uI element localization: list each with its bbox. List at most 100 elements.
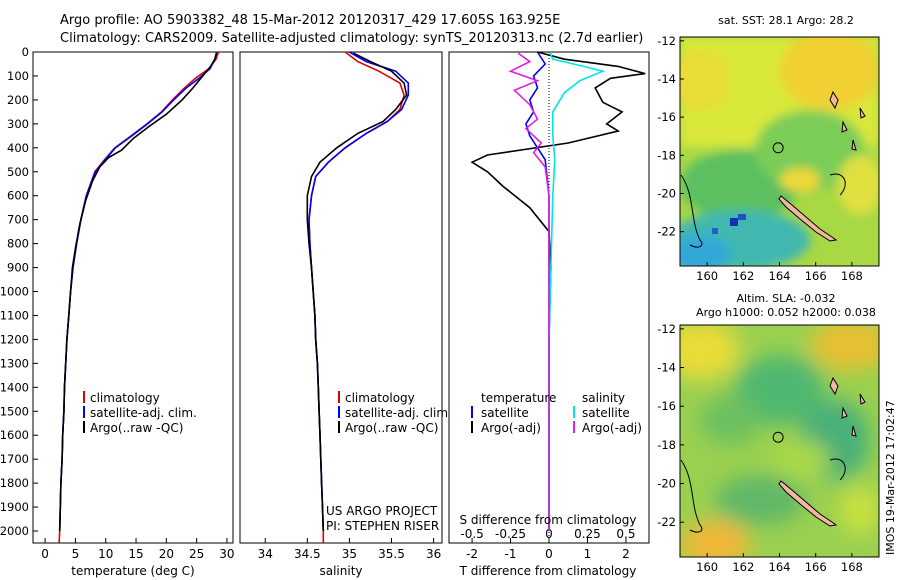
lon-tick-label: 164 — [769, 269, 791, 283]
x-tick-label: -1 — [505, 547, 517, 561]
salinity-panel: 34 34.5 35 35.5 36 climatology satellite-adj… — [239, 51, 452, 578]
legend-label-argo: Argo(..raw -QC) — [345, 421, 438, 435]
sla-map-title: Altim. SLA: -0.032 — [736, 292, 835, 305]
sst-map-panel: sat. SST: 28.1 Argo: 28.2 — [657, 14, 880, 283]
lon-tick-label: 168 — [841, 560, 863, 574]
salinity-axes-frame — [239, 51, 443, 544]
legend-label-satellite: satellite-adj. clim. — [90, 406, 197, 420]
s-tick-label: 0.5 — [616, 527, 635, 541]
x-tick-label: 35.5 — [378, 547, 405, 561]
lat-tick-label: -12 — [657, 34, 676, 48]
lon-tick-label: 168 — [841, 269, 863, 283]
salinity-legend: climatology satellite-adj. clim. Argo(..… — [338, 391, 452, 435]
lon-tick-label: 166 — [805, 560, 827, 574]
temperature-panel: 0100200300400500600700800900100011001200… — [0, 45, 235, 578]
legend-label-climatology: climatology — [345, 391, 415, 405]
sla-map-field — [680, 325, 879, 557]
x-tick-label: 10 — [98, 547, 113, 561]
y-tick-label: 0 — [22, 45, 29, 59]
y-tick-label: 900 — [7, 261, 29, 275]
y-tick-label: 1600 — [0, 428, 29, 442]
y-tick-label: 1400 — [0, 380, 29, 394]
temperature-series — [58, 51, 220, 544]
y-tick-label: 700 — [7, 213, 29, 227]
lat-tick-label: -14 — [657, 72, 676, 86]
temperature-x-axis: 0 5 10 15 20 25 30 — [41, 538, 235, 561]
y-tick-label: 1000 — [0, 285, 29, 299]
t-difference-x-axis: -2 -1 0 1 2 — [466, 538, 630, 561]
lat-tick-label: -20 — [657, 477, 676, 491]
y-tick-label: 200 — [7, 93, 29, 107]
sst-map-field — [680, 37, 879, 266]
legend-header-temperature: temperature — [481, 391, 556, 405]
lon-tick-label: 160 — [696, 560, 718, 574]
temperature-x-label: temperature (deg C) — [71, 564, 194, 578]
lon-tick-label: 162 — [732, 269, 754, 283]
x-tick-label: 2 — [622, 547, 630, 561]
y-tick-label: 600 — [7, 189, 29, 203]
series-line-temperature-argo-adj- — [470, 51, 646, 531]
sla-argo-position-marker — [772, 431, 784, 443]
y-tick-label: 500 — [7, 165, 29, 179]
lat-tick-label: -14 — [657, 361, 676, 375]
lat-tick-label: -22 — [657, 515, 676, 529]
x-tick-label: 34 — [258, 547, 273, 561]
y-tick-label: 2000 — [0, 524, 29, 538]
lat-tick-label: -22 — [657, 225, 676, 239]
x-tick-label: 20 — [159, 547, 174, 561]
t-difference-label: T difference from climatology — [459, 564, 637, 578]
sst-argo-position-marker — [772, 142, 784, 154]
depth-axis: 0 100 200 300 400 500 600 700 800 900 1000 1100 1200… — [0, 45, 38, 538]
legend-label-argo: Argo(..raw -QC) — [90, 421, 183, 435]
series-line-temperature-satellite — [525, 51, 550, 531]
project-credit: US ARGO PROJECT — [326, 504, 438, 518]
lat-tick-label: -16 — [657, 399, 676, 413]
sla-map-axes: 160 162 164 166 168 -12 -14 -16 -18 -20 -22 — [657, 322, 863, 574]
s-difference-label: S difference from climatology — [460, 513, 637, 527]
lon-tick-label: 162 — [732, 560, 754, 574]
lat-tick-label: -12 — [657, 322, 676, 336]
salinity-x-label: salinity — [319, 564, 362, 578]
lat-tick-label: -18 — [657, 438, 676, 452]
salinity-series — [306, 51, 410, 543]
x-tick-label: 25 — [189, 547, 204, 561]
legend-label-temperature-argo: Argo(-adj) — [481, 421, 541, 435]
s-tick-label: 0 — [545, 527, 553, 541]
lon-tick-label: 166 — [805, 269, 827, 283]
legend-label-satellite: satellite-adj. clim. — [345, 406, 452, 420]
s-difference-axis: -0.5 -0.25 0 0.25 0.5 — [460, 527, 635, 541]
sst-map-title: sat. SST: 28.1 Argo: 28.2 — [718, 14, 854, 27]
lat-tick-label: -16 — [657, 110, 676, 124]
x-tick-label: 5 — [72, 547, 80, 561]
salinity-x-axis: 34 34.5 35 35.5 36 — [258, 538, 441, 561]
legend-header-salinity: salinity — [582, 391, 625, 405]
temperature-axes-frame — [32, 51, 234, 544]
series-line-salinity-satellite — [548, 51, 606, 531]
y-tick-label: 1900 — [0, 500, 29, 514]
figure-title-line2: Climatology: CARS2009. Satellite-adjuste… — [60, 31, 643, 46]
y-tick-label: 1200 — [0, 332, 29, 346]
y-tick-label: 100 — [7, 69, 29, 83]
difference-legend: temperature salinity satellite Argo(-adj… — [471, 391, 642, 435]
temperature-legend: climatology satellite-adj. clim. Argo(..… — [83, 391, 197, 435]
figure-title-line1: Argo profile: AO 5903382_48 15-Mar-2012 … — [60, 13, 560, 28]
sla-map-subtitle: Argo h1000: 0.052 h2000: 0.038 — [696, 306, 876, 319]
pi-credit: PI: STEPHEN RISER — [326, 519, 439, 533]
series-line-argo-raw-qc- — [306, 52, 408, 532]
x-tick-label: 35 — [342, 547, 357, 561]
y-tick-label: 400 — [7, 141, 29, 155]
difference-series — [470, 51, 646, 531]
lat-tick-label: -20 — [657, 186, 676, 200]
s-tick-label: 0.25 — [574, 527, 601, 541]
series-line-argo-raw-qc- — [58, 52, 218, 532]
x-tick-label: 0 — [41, 547, 49, 561]
x-tick-label: 1 — [584, 547, 592, 561]
legend-label-salinity-satellite: satellite — [582, 406, 630, 420]
x-tick-label: 15 — [128, 547, 143, 561]
sst-map-axes: 160 162 164 166 168 -12 -14 -16 -18 -20 -22 — [657, 34, 863, 283]
x-tick-label: 36 — [426, 547, 441, 561]
x-tick-label: 30 — [219, 547, 234, 561]
lon-tick-label: 160 — [696, 269, 718, 283]
legend-label-salinity-argo: Argo(-adj) — [582, 421, 642, 435]
